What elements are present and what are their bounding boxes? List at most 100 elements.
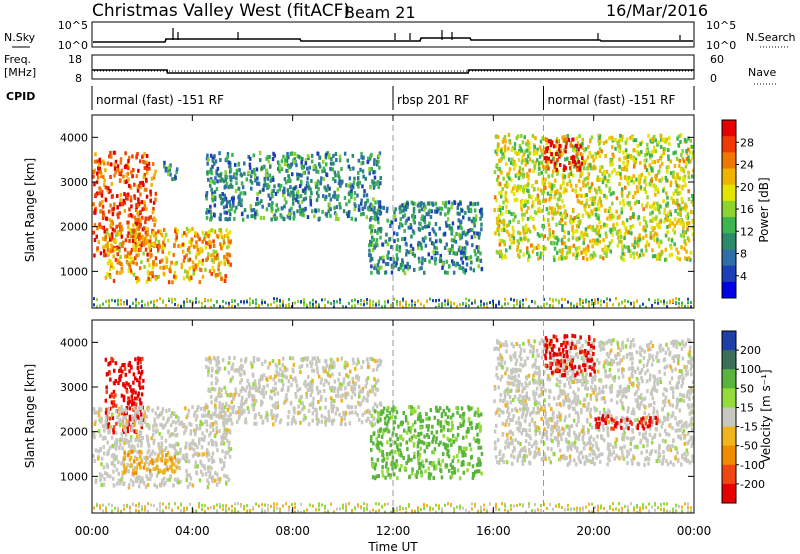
echo-cell (417, 245, 420, 250)
echo-cell (665, 214, 668, 219)
echo-cell (151, 265, 155, 270)
echo-cell (214, 440, 218, 445)
ground-scatter-cell (414, 300, 416, 304)
echo-cell (519, 249, 522, 254)
echo-cell (106, 161, 110, 166)
echo-cell (507, 146, 510, 151)
echo-cell (97, 240, 100, 245)
echo-cell (129, 446, 133, 450)
echo-cell (550, 210, 553, 215)
echo-cell (409, 225, 413, 230)
ground-scatter-cell (126, 299, 128, 303)
echo-cell (534, 136, 537, 141)
echo-cell (652, 149, 655, 154)
echo-cell (205, 428, 209, 433)
echo-cell (516, 151, 519, 156)
echo-cell (127, 443, 131, 448)
echo-cell (249, 156, 252, 161)
echo-cell (353, 191, 357, 196)
echo-cell (208, 433, 211, 438)
echo-cell (597, 133, 600, 138)
echo-cell (134, 232, 137, 237)
echo-cell (168, 443, 172, 448)
echo-cell (561, 241, 564, 246)
echo-cell (539, 139, 543, 144)
echo-cell (270, 203, 273, 207)
echo-cell (201, 262, 204, 266)
echo-cell (290, 190, 293, 195)
echo-cell (659, 134, 663, 139)
ground-scatter-cell (471, 301, 473, 305)
echo-cell (100, 419, 103, 424)
echo-cell (205, 451, 208, 456)
echo-cell (135, 429, 138, 434)
ground-scatter-cell (111, 509, 113, 513)
echo-cell (638, 237, 642, 242)
ground-scatter-cell (390, 303, 392, 307)
echo-cell (206, 153, 209, 158)
echo-cell (111, 462, 115, 466)
echo-cell (396, 257, 399, 261)
echo-cell (175, 231, 178, 236)
ground-scatter-cell (501, 305, 503, 308)
echo-cell (218, 216, 221, 221)
echo-cell (287, 192, 290, 197)
echo-cell (160, 449, 164, 454)
ground-scatter-cell (663, 300, 665, 304)
echo-cell (304, 187, 307, 192)
echo-cell (183, 423, 186, 427)
echo-cell (219, 178, 222, 183)
echo-cell (214, 471, 217, 475)
echo-cell (334, 217, 338, 221)
echo-cell (228, 440, 231, 445)
echo-cell (196, 263, 200, 267)
echo-cell (224, 177, 227, 182)
ground-scatter-cell (576, 302, 578, 306)
echo-cell (675, 220, 679, 225)
echo-cell (685, 156, 689, 161)
echo-cell (110, 219, 114, 224)
echo-cell (147, 161, 151, 166)
echo-cell (423, 215, 427, 220)
echo-cell (571, 235, 575, 240)
sky-noise-panel (91, 21, 695, 48)
echo-cell (357, 171, 360, 175)
echo-cell (506, 229, 509, 234)
echo-cell (374, 241, 378, 246)
echo-cell (97, 162, 101, 167)
echo-cell (128, 238, 131, 243)
echo-cell (211, 159, 215, 163)
echo-cell (137, 248, 141, 252)
ground-scatter-cell (633, 506, 635, 510)
echo-cell (629, 226, 632, 231)
echo-cell (563, 235, 566, 239)
echo-cell (431, 227, 435, 232)
echo-cell (623, 252, 626, 257)
echo-cell (546, 146, 549, 150)
echo-cell (221, 192, 224, 196)
echo-cell (107, 190, 111, 195)
ground-scatter-cell (618, 502, 620, 506)
echo-cell (615, 209, 618, 214)
echo-cell (276, 160, 280, 165)
ground-scatter-cell (330, 502, 332, 506)
echo-cell (114, 257, 118, 262)
echo-cell (128, 414, 132, 419)
echo-cell (569, 245, 572, 250)
echo-cell (158, 450, 162, 455)
echo-cell (297, 154, 300, 159)
ground-scatter-cell (474, 505, 476, 509)
echo-cell (292, 211, 296, 216)
echo-cell (156, 244, 159, 248)
echo-cell (129, 478, 133, 483)
echo-cell (382, 259, 385, 264)
echo-cell (557, 147, 561, 152)
echo-cell (617, 235, 620, 240)
echo-cell (601, 172, 604, 176)
echo-cell (452, 251, 455, 256)
echo-cell (552, 241, 556, 246)
echo-cell (267, 202, 271, 207)
echo-cell (458, 211, 461, 216)
echo-cell (669, 212, 673, 217)
echo-cell (227, 414, 230, 419)
